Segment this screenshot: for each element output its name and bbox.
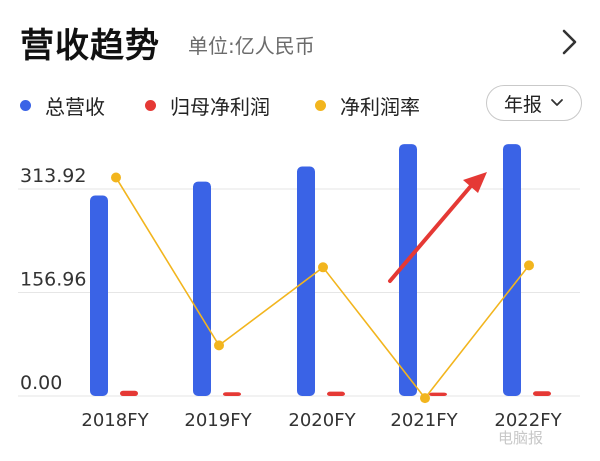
x-tick-label: 2020FY: [288, 410, 356, 431]
revenue-bar: [297, 166, 315, 396]
legend-dot-net-profit: [145, 99, 156, 111]
chevron-down-icon: [551, 99, 563, 106]
period-selector-button[interactable]: 年报: [486, 85, 582, 121]
net-profit-bar: [429, 392, 447, 396]
net-profit-bar: [327, 391, 345, 396]
x-tick-label: 2022FY: [494, 410, 562, 431]
revenue-bar: [90, 195, 108, 396]
margin-line: [115, 177, 530, 400]
revenue-bar: [399, 144, 417, 396]
y-tick-label: 0.00: [20, 372, 62, 394]
legend-label-margin: 净利润率: [340, 94, 420, 119]
net-profit-bar: [533, 391, 551, 396]
margin-point: [111, 172, 121, 183]
y-tick-label: 313.92: [20, 165, 86, 187]
margin-point: [214, 340, 224, 351]
watermark-text: 电脑报: [498, 429, 544, 447]
chevron-right-icon[interactable]: [556, 26, 582, 58]
chart-legend: 总营收 归母净利润 净利润率: [0, 82, 600, 130]
margin-point: [318, 262, 328, 273]
unit-label: 单位:亿人民币: [188, 34, 315, 58]
legend-dot-revenue: [20, 99, 31, 111]
legend-label-revenue: 总营收: [45, 94, 105, 119]
annotation-arrow-shaft: [388, 178, 478, 283]
legend-item-net-profit: 归母净利润: [145, 92, 270, 119]
x-tick-label: 2018FY: [81, 410, 149, 431]
revenue-bar: [193, 181, 211, 396]
net-profit-bar: [223, 392, 241, 396]
legend-dot-margin: [315, 99, 326, 111]
x-tick-label: 2021FY: [390, 410, 458, 431]
legend-label-net-profit: 归母净利润: [170, 94, 270, 119]
y-tick-label: 156.96: [20, 268, 86, 290]
page-title: 营收趋势: [20, 26, 160, 66]
legend-item-revenue: 总营收: [20, 92, 105, 119]
period-selector-label: 年报: [503, 93, 542, 116]
legend-item-margin: 净利润率: [315, 92, 420, 119]
revenue-bar: [503, 144, 521, 396]
margin-point: [420, 393, 430, 404]
x-tick-label: 2019FY: [184, 410, 252, 431]
chart-header: 营收趋势 单位:亿人民币: [0, 0, 600, 82]
margin-point: [524, 260, 534, 271]
net-profit-bar: [120, 390, 138, 396]
annotation-arrow-head: [463, 172, 487, 193]
revenue-chart: 313.92 156.96 0.00 2018FY 2019FY 2020FY 2021FY…: [18, 144, 580, 431]
